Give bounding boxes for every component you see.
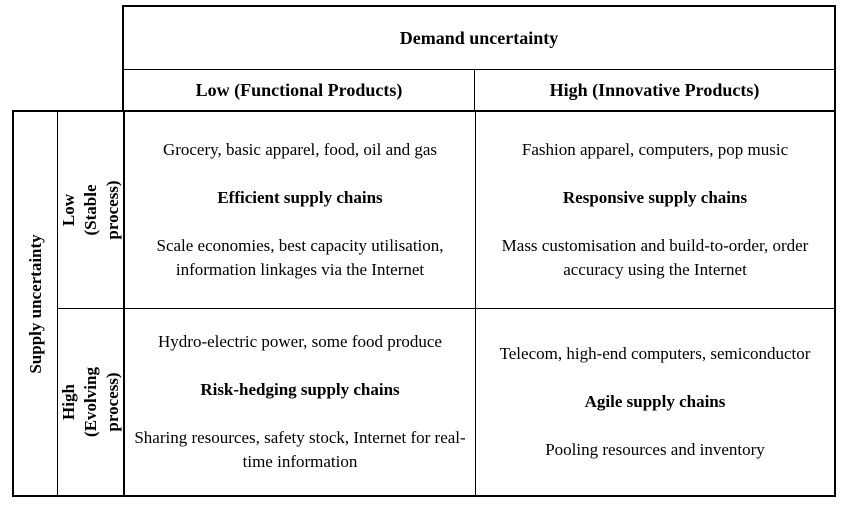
cell-responsive-supply-chains: Fashion apparel, computers, pop music Re… (476, 112, 834, 309)
efficient-strategy-title: Efficient supply chains (217, 188, 383, 207)
supply-axis-title: Supply uncertainty (25, 233, 45, 374)
supply-high-label-text: High (Evolving process) (58, 367, 122, 437)
cell-agile-supply-chains: Telecom, high-end computers, semiconduct… (476, 309, 834, 495)
agile-examples: Telecom, high-end computers, semiconduct… (499, 344, 811, 363)
efficient-practices: Scale economies, best capacity utilisati… (156, 236, 444, 279)
demand-subheader-row: Low (Functional Products) High (Innovati… (124, 70, 834, 110)
responsive-strategy-title: Responsive supply chains (562, 188, 748, 207)
responsive-examples: Fashion apparel, computers, pop music (521, 140, 789, 159)
demand-low-header: Low (Functional Products) (124, 70, 475, 110)
cell-efficient-supply-chains: Grocery, basic apparel, food, oil and ga… (125, 112, 476, 309)
supply-low-label-text: Low (Stable process) (58, 180, 122, 240)
supply-low-row-label: Low (Stable process) (58, 112, 125, 309)
demand-high-header: High (Innovative Products) (549, 79, 760, 100)
demand-axis-title: Demand uncertainty (124, 7, 834, 70)
agile-practices: Pooling resources and inventory (545, 440, 765, 459)
supply-axis-column: Supply uncertainty (14, 112, 58, 495)
demand-header-box: Demand uncertainty Low (Functional Produ… (122, 5, 836, 110)
cell-risk-hedging-supply-chains: Hydro-electric power, some food produce … (125, 309, 476, 495)
matrix-body: Supply uncertainty Low (Stable process) … (12, 110, 836, 497)
risk-hedging-examples: Hydro-electric power, some food produce (158, 332, 442, 351)
responsive-practices: Mass customisation and build-to-order, o… (501, 236, 809, 279)
agile-strategy-title: Agile supply chains (584, 392, 726, 411)
risk-hedging-practices: Sharing resources, safety stock, Interne… (134, 428, 466, 471)
efficient-examples: Grocery, basic apparel, food, oil and ga… (162, 140, 438, 159)
supply-high-row-label: High (Evolving process) (58, 309, 125, 495)
risk-hedging-strategy-title: Risk-hedging supply chains (200, 380, 400, 399)
